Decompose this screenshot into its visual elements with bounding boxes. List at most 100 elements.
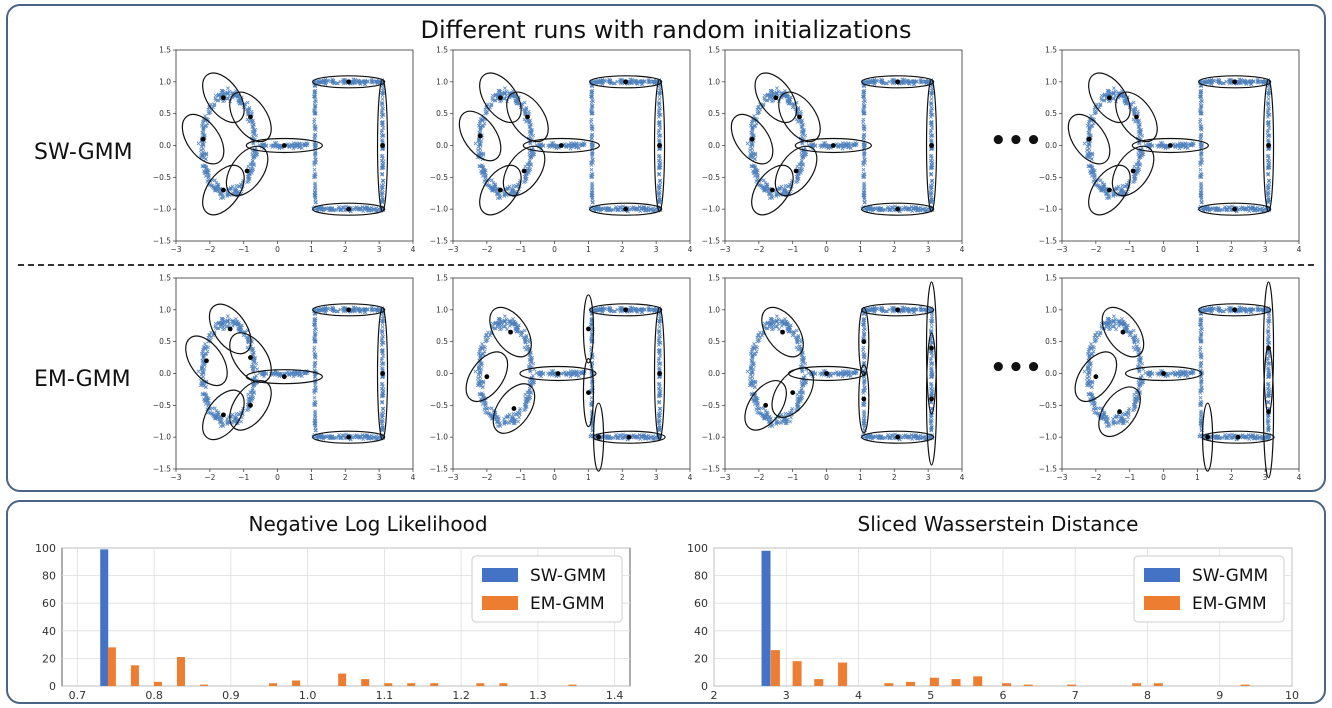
data-point bbox=[473, 141, 478, 146]
data-point bbox=[597, 80, 602, 85]
data-point bbox=[203, 114, 207, 118]
data-point bbox=[199, 123, 204, 128]
data-point bbox=[342, 208, 347, 213]
data-point bbox=[796, 107, 801, 112]
data-point bbox=[826, 143, 831, 148]
data-point bbox=[479, 118, 483, 123]
data-point bbox=[589, 100, 594, 105]
data-point bbox=[524, 119, 528, 124]
data-point bbox=[357, 206, 362, 211]
data-point bbox=[752, 163, 756, 168]
data-point bbox=[493, 92, 498, 97]
data-point bbox=[332, 208, 337, 212]
data-point bbox=[493, 98, 498, 103]
scatter-panel-0-0: −3 −2 −1 0 1 2 3 41.51.00.50.0−0.5−1.0−1.5 bbox=[153, 46, 416, 255]
gaussian-ellipse bbox=[589, 202, 663, 216]
gaussian-mean bbox=[498, 95, 503, 101]
gaussian-mean bbox=[221, 412, 226, 418]
data-point bbox=[836, 145, 841, 150]
data-point bbox=[380, 171, 385, 176]
gaussian-ellipse bbox=[502, 145, 546, 197]
data-point bbox=[612, 81, 617, 86]
data-point bbox=[527, 130, 532, 134]
data-point bbox=[906, 80, 911, 84]
data-point bbox=[607, 77, 612, 82]
data-point bbox=[658, 185, 662, 190]
data-point bbox=[381, 156, 385, 161]
data-point bbox=[204, 123, 209, 128]
swd-histogram-title: Sliced Wasserstein Distance bbox=[857, 512, 1139, 536]
data-point bbox=[887, 79, 892, 84]
data-point bbox=[302, 141, 306, 146]
x-tick-label: 3 bbox=[377, 473, 382, 482]
data-point bbox=[748, 123, 753, 128]
data-point bbox=[752, 170, 757, 175]
data-point bbox=[918, 79, 923, 84]
x-tick-label: 3 bbox=[1263, 245, 1268, 254]
data-point bbox=[590, 200, 595, 205]
gaussian-mean bbox=[797, 114, 802, 120]
data-point bbox=[196, 141, 201, 146]
data-point bbox=[380, 97, 385, 101]
y-tick-label: −1.0 bbox=[153, 205, 171, 214]
data-point bbox=[756, 110, 761, 115]
data-point bbox=[658, 156, 662, 161]
data-point bbox=[755, 107, 760, 112]
y-tick-label: −1.5 bbox=[153, 465, 171, 474]
data-point bbox=[250, 130, 255, 134]
data-point bbox=[230, 184, 235, 189]
y-tick-label: 1.5 bbox=[1045, 46, 1057, 55]
gaussian-ellipse bbox=[202, 164, 245, 216]
data-point bbox=[799, 164, 804, 169]
data-point bbox=[312, 167, 317, 172]
data-point bbox=[590, 132, 595, 137]
data-point bbox=[651, 208, 655, 213]
data-point bbox=[478, 142, 483, 147]
x-tick-label: 4 bbox=[960, 245, 965, 254]
x-tick-label: 4 bbox=[688, 245, 693, 254]
x-tick-label: 0 bbox=[275, 473, 280, 482]
data-point bbox=[658, 112, 663, 117]
data-point bbox=[484, 110, 489, 115]
x-tick-label: −3 bbox=[1056, 245, 1067, 254]
x-tick-label: 3 bbox=[926, 245, 931, 254]
gaussian-mean bbox=[380, 371, 385, 376]
x-tick-label: 0 bbox=[552, 245, 557, 254]
x-tick-label: −2 bbox=[204, 473, 215, 482]
data-point bbox=[482, 121, 487, 126]
gaussian-mean bbox=[1134, 114, 1139, 120]
data-point bbox=[589, 126, 594, 131]
data-point bbox=[316, 78, 320, 83]
data-point bbox=[752, 174, 757, 178]
gaussian-mean bbox=[346, 206, 352, 212]
data-point bbox=[379, 137, 384, 142]
data-point bbox=[923, 79, 928, 84]
gaussian-ellipse bbox=[312, 75, 386, 89]
data-point bbox=[216, 92, 221, 97]
gaussian-ellipse bbox=[589, 75, 663, 89]
data-point bbox=[206, 172, 211, 177]
data-point bbox=[798, 171, 803, 175]
row-divider bbox=[18, 264, 1314, 266]
data-point bbox=[590, 181, 594, 186]
data-point bbox=[379, 154, 384, 159]
data-point bbox=[656, 137, 661, 142]
gaussian-ellipse bbox=[225, 145, 269, 197]
data-point bbox=[865, 78, 869, 83]
data-point bbox=[526, 171, 531, 175]
y-tick-label: −1.0 bbox=[430, 205, 448, 214]
data-point bbox=[483, 107, 488, 112]
y-tick-label: 0.5 bbox=[159, 109, 171, 118]
data-point bbox=[646, 79, 651, 84]
data-point bbox=[522, 180, 526, 185]
data-point bbox=[271, 143, 276, 148]
data-point bbox=[657, 93, 662, 98]
data-point bbox=[203, 163, 207, 168]
data-point bbox=[313, 103, 318, 108]
data-point bbox=[374, 79, 379, 84]
data-point bbox=[320, 80, 325, 85]
data-point bbox=[381, 165, 386, 170]
data-point bbox=[786, 94, 791, 99]
data-point bbox=[590, 158, 595, 163]
data-point bbox=[761, 102, 766, 107]
